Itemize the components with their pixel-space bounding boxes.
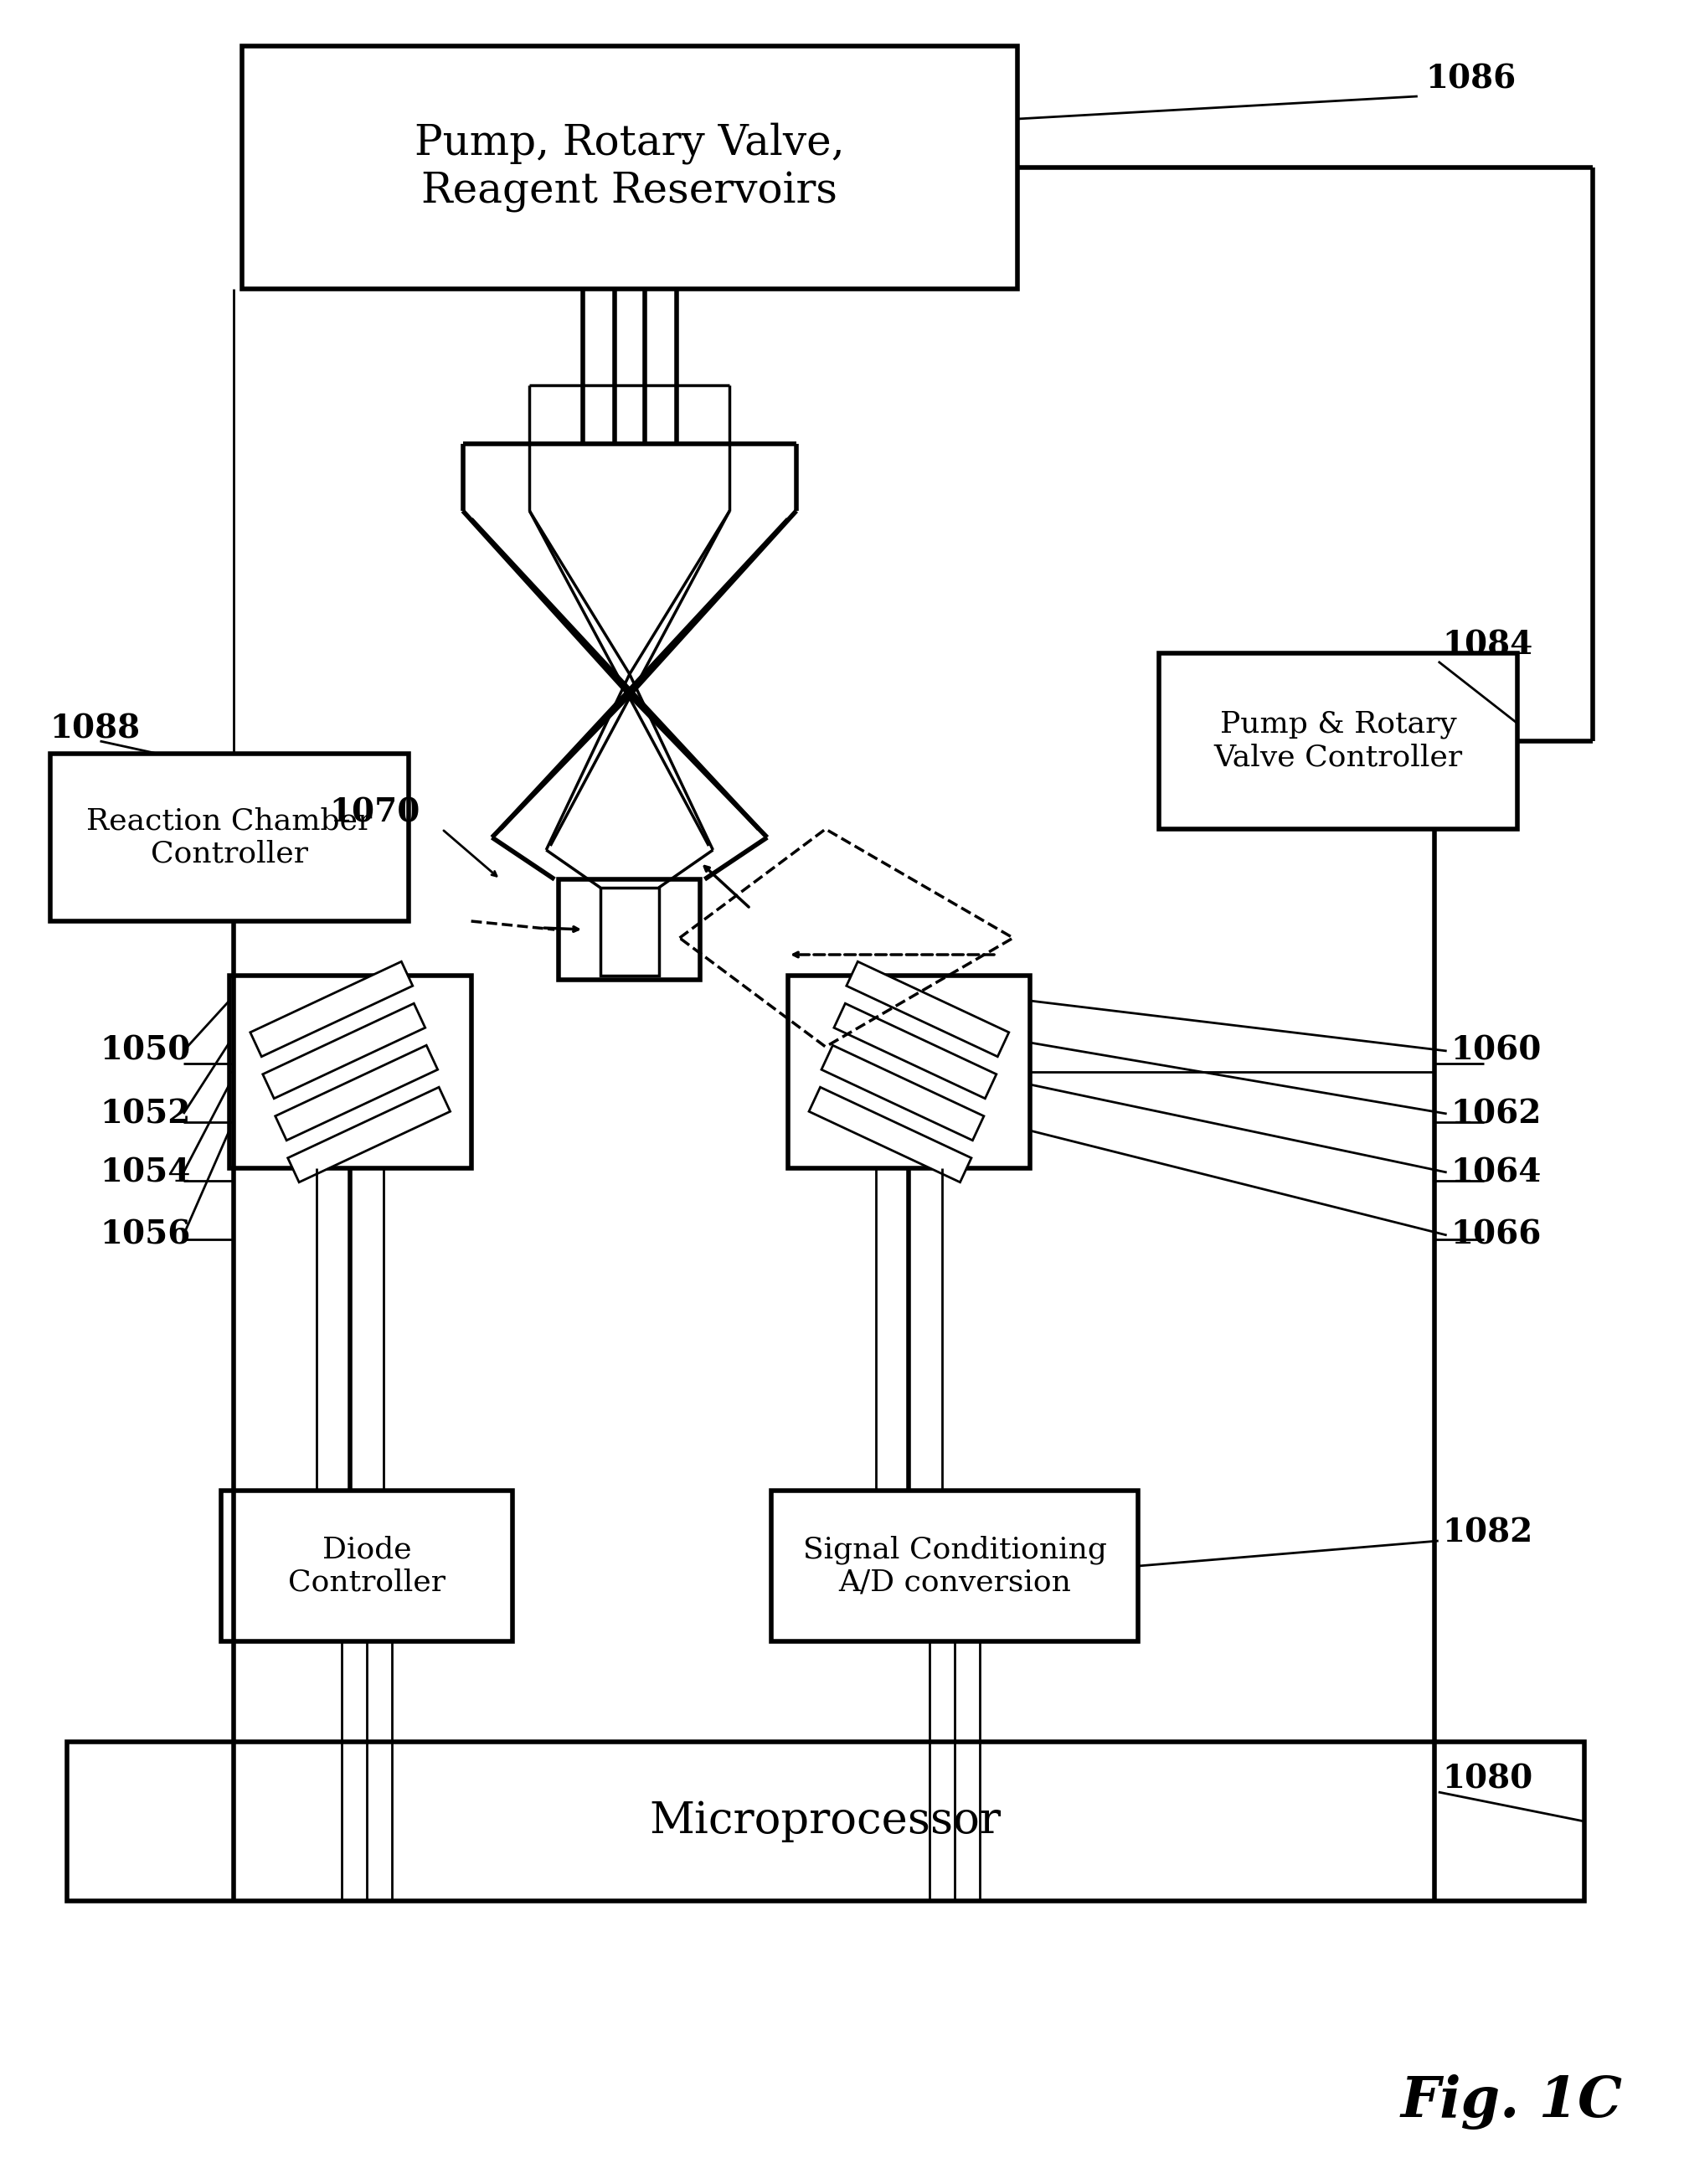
Text: 1060: 1060 [1452,1035,1541,1066]
Bar [1159,653,1517,830]
Bar [288,1088,450,1182]
Text: Signal Conditioning
A/D conversion: Signal Conditioning A/D conversion [803,1535,1106,1597]
Text: 1086: 1086 [1426,63,1517,96]
Bar [847,961,1009,1057]
Text: Fig. 1C: Fig. 1C [1401,2075,1623,2129]
Text: 1054: 1054 [99,1158,190,1188]
Text: 1082: 1082 [1443,1516,1532,1548]
Bar [771,1492,1138,1642]
Bar [229,976,472,1168]
Bar [274,1046,438,1140]
Text: 1056: 1056 [99,1219,190,1251]
Bar [67,1743,1585,1900]
Bar [788,976,1031,1168]
Text: 1066: 1066 [1452,1219,1541,1251]
Text: 1080: 1080 [1443,1765,1532,1795]
Bar [834,1002,997,1099]
Bar [808,1088,972,1182]
Text: 1062: 1062 [1452,1099,1541,1129]
Bar [51,753,409,922]
Bar [221,1492,514,1642]
Text: Microprocessor: Microprocessor [650,1800,1002,1843]
Text: Pump, Rotary Valve,
Reagent Reservoirs: Pump, Rotary Valve, Reagent Reservoirs [414,122,845,212]
FancyBboxPatch shape [601,887,658,976]
Text: 1070: 1070 [330,797,419,828]
Text: Diode
Controller: Diode Controller [288,1535,446,1597]
Text: 1052: 1052 [99,1099,190,1129]
Bar [251,961,413,1057]
Text: 1084: 1084 [1443,629,1532,662]
Text: 1088: 1088 [51,712,140,745]
Text: Pump & Rotary
Valve Controller: Pump & Rotary Valve Controller [1214,710,1463,771]
Bar [242,46,1017,288]
Text: Reaction Chamber
Controller: Reaction Chamber Controller [86,806,372,869]
Bar [822,1046,983,1140]
Text: 1064: 1064 [1452,1158,1541,1188]
Bar [263,1002,424,1099]
Text: 1050: 1050 [99,1035,190,1066]
Bar [559,880,701,981]
